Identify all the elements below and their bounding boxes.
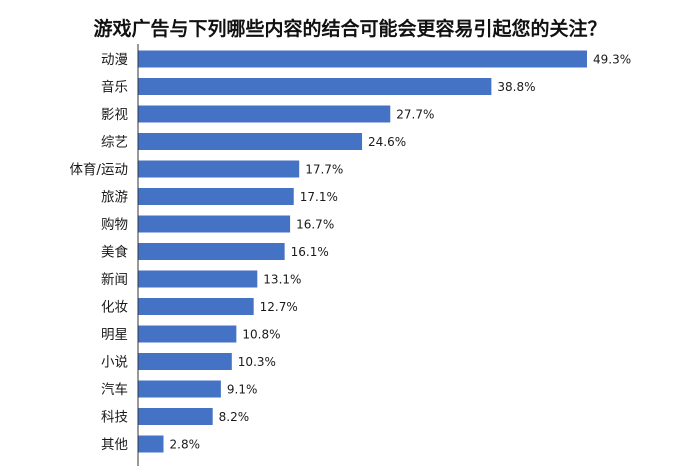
value-label: 2.8%: [170, 438, 201, 452]
value-label: 24.6%: [368, 135, 406, 149]
category-label: 影视: [101, 107, 128, 123]
value-label: 9.1%: [227, 383, 258, 397]
value-label: 17.7%: [305, 163, 343, 177]
category-label: 动漫: [101, 52, 128, 68]
category-label: 科技: [101, 410, 128, 426]
value-label: 10.8%: [242, 328, 280, 342]
bar: [138, 380, 221, 398]
bar: [138, 243, 285, 260]
value-label: 17.1%: [300, 190, 338, 204]
value-label: 16.7%: [296, 218, 334, 232]
bar: [138, 435, 164, 453]
bar: [138, 215, 291, 233]
category-label: 综艺: [101, 135, 128, 151]
category-label: 美食: [101, 244, 128, 261]
category-label: 音乐: [101, 79, 128, 96]
category-label: 新闻: [101, 272, 128, 288]
category-label: 旅游: [101, 190, 128, 206]
value-label: 12.7%: [260, 300, 298, 314]
value-label: 8.2%: [219, 410, 250, 424]
category-label: 汽车: [101, 381, 128, 398]
bar: [138, 133, 363, 150]
value-label: 10.3%: [238, 355, 276, 369]
bar: [138, 78, 492, 95]
bar: [138, 408, 213, 425]
value-label: 38.8%: [497, 80, 535, 94]
bar: [138, 50, 587, 68]
chart-title: 游戏广告与下列哪些内容的结合可能会更容易引起您的关注？: [93, 18, 607, 40]
bar: [138, 298, 254, 315]
bar: [138, 188, 294, 205]
category-label: 化妆: [101, 300, 128, 316]
category-label: 其他: [101, 437, 128, 453]
bar: [138, 160, 300, 178]
bar: [138, 325, 237, 343]
bar: [138, 105, 391, 123]
category-label: 体育/运动: [69, 162, 128, 178]
value-label: 16.1%: [291, 245, 329, 259]
bar: [138, 353, 232, 370]
category-label: 明星: [101, 327, 128, 343]
category-label: 小说: [101, 355, 128, 371]
value-label: 49.3%: [593, 53, 631, 67]
value-label: 13.1%: [263, 273, 301, 287]
category-label: 购物: [101, 217, 128, 233]
bars-group: 动漫 49.3% 音乐 38.8% 影视 27.7% 综艺 24.6% 体育/运动 17.7% 旅游…: [69, 50, 631, 453]
bar: [138, 270, 258, 288]
value-label: 27.7%: [396, 108, 434, 122]
